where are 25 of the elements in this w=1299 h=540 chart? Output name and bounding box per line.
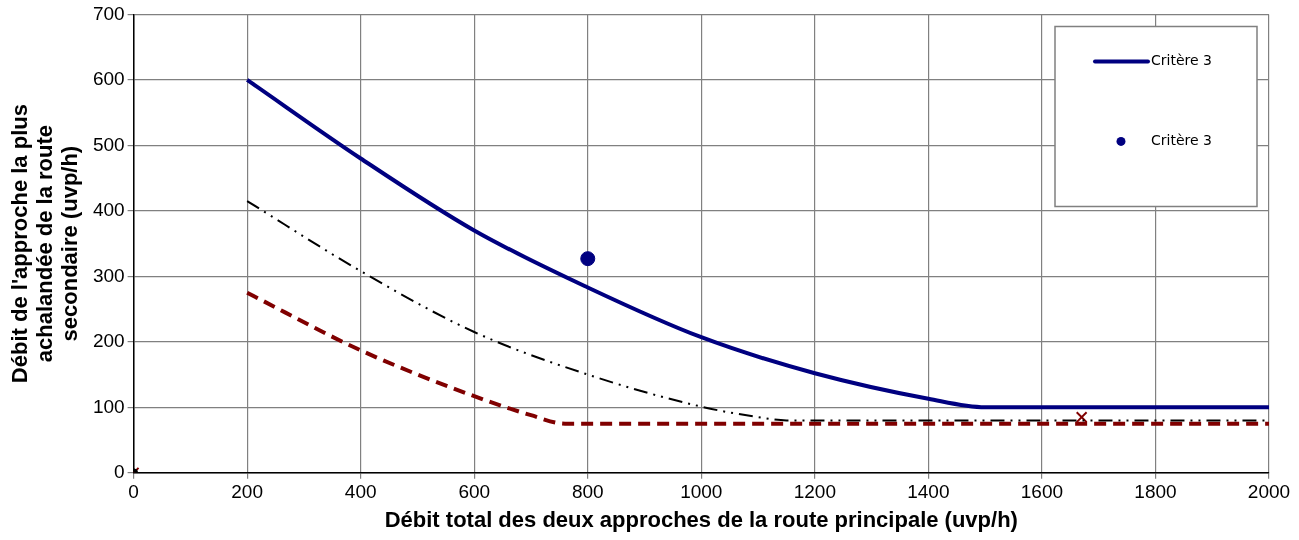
y-tick-label: 300 <box>92 264 125 286</box>
line-series <box>245 290 1269 426</box>
y-tick-label: 200 <box>92 330 125 352</box>
y-tick-label: 700 <box>92 2 125 24</box>
x-tick-label: 1200 <box>793 481 836 503</box>
y-tick-label: 500 <box>92 133 125 155</box>
y-tick-label: 400 <box>92 199 125 221</box>
x-tick-label: 1800 <box>1134 481 1177 503</box>
y-tick-label: 0 <box>114 461 125 483</box>
x-axis-title: Débit total des deux approches de la route principale (uvp/h) <box>384 506 1018 532</box>
x-tick-label: 1400 <box>907 481 950 503</box>
x-tick-label: 400 <box>344 481 377 503</box>
x-tick-label: 1600 <box>1020 481 1064 503</box>
x-tick-label: 1000 <box>680 481 723 503</box>
x-tick-label: 0 <box>128 481 139 503</box>
x-tick-label: 200 <box>231 481 263 503</box>
y-tick-label: 100 <box>92 395 125 417</box>
y-axis-title: Débit de l'approche la plus achalandée de la route secondaire (uvp/h) <box>6 104 83 384</box>
y-tick-label: 600 <box>92 68 125 90</box>
x-tick-label: 600 <box>458 481 491 503</box>
line-series <box>245 77 1269 410</box>
legend-label: Critère 3 <box>1151 52 1212 69</box>
x-tick-label: 800 <box>571 481 604 503</box>
x-tick-label: 2000 <box>1247 481 1291 503</box>
legend-label: Critère 3 <box>1151 132 1212 149</box>
